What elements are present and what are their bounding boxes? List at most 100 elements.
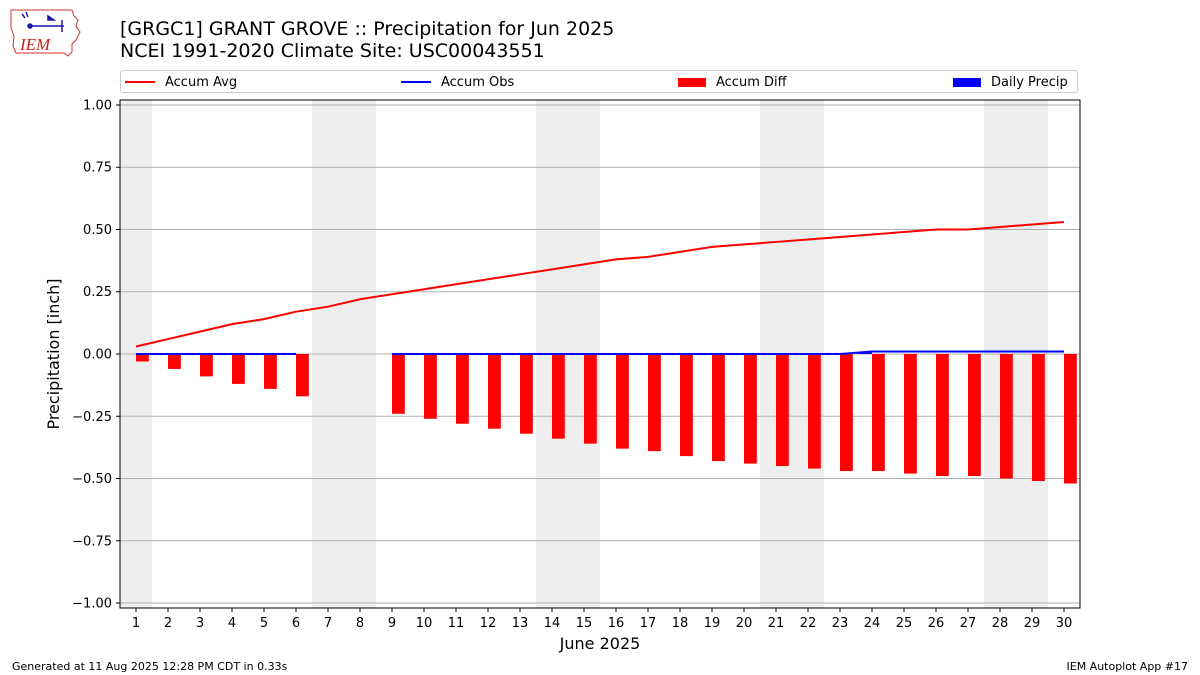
x-tick-label: 27	[960, 616, 977, 631]
accum-diff-bar	[424, 354, 437, 419]
accum-diff-bar	[584, 354, 597, 444]
legend-swatch	[125, 81, 155, 83]
weather-station-icon	[21, 11, 64, 32]
accum-diff-bar	[1032, 354, 1045, 481]
legend-label: Accum Diff	[716, 74, 787, 90]
legend-label: Accum Obs	[441, 74, 515, 90]
legend-swatch	[678, 77, 706, 87]
accum-diff-bar	[200, 354, 213, 377]
generated-note: Generated at 11 Aug 2025 12:28 PM CDT in…	[12, 660, 288, 673]
legend-item-accum-obs: Accum Obs	[401, 74, 514, 90]
x-tick-label: 17	[640, 616, 657, 631]
y-tick-label: 0.75	[83, 161, 112, 176]
weekend-shade	[760, 100, 792, 608]
daily-precip-bar	[859, 351, 872, 354]
accum-diff-bar	[872, 354, 885, 472]
accum-diff-bar	[616, 354, 629, 449]
legend-item-daily-precip: Daily Precip	[953, 74, 1068, 90]
accum-avg-line	[135, 221, 1065, 348]
iowa-outline-icon	[10, 9, 81, 57]
x-tick-label: 16	[608, 616, 625, 631]
accum-diff-bar	[552, 354, 565, 439]
x-tick-label: 8	[356, 616, 364, 631]
x-tick-label: 6	[292, 616, 300, 631]
y-tick-label: −0.25	[72, 410, 112, 425]
weekend-shade	[120, 100, 152, 608]
accum-diff-bar	[648, 354, 661, 452]
weekend-shade	[536, 100, 568, 608]
x-axis-label: June 2025	[559, 634, 641, 653]
legend-swatch	[401, 81, 431, 83]
accum-diff-bar	[712, 354, 725, 462]
x-tick-label: 3	[196, 616, 204, 631]
accum-diff-bar	[968, 354, 981, 477]
x-tick-label: 29	[1024, 616, 1041, 631]
x-tick-label: 15	[576, 616, 593, 631]
accum-diff-bar	[264, 354, 277, 389]
y-axis-label: Precipitation [inch]	[44, 278, 63, 429]
accum-diff-bar	[904, 354, 917, 474]
accum-diff-bar	[680, 354, 693, 457]
accum-diff-bar	[840, 354, 853, 472]
accum-diff-bar	[744, 354, 757, 464]
accum-obs-line	[392, 350, 1064, 355]
accum-diff-bar	[1000, 354, 1013, 479]
legend-item-accum-avg: Accum Avg	[125, 74, 237, 90]
legend-swatch	[953, 77, 981, 87]
chart-subtitle: NCEI 1991-2020 Climate Site: USC00043551	[120, 40, 545, 62]
accum-diff-bar	[520, 354, 533, 434]
legend-label: Accum Avg	[165, 74, 238, 90]
x-tick-label: 13	[512, 616, 529, 631]
x-tick-label: 14	[544, 616, 561, 631]
iem-logo: IEM	[10, 9, 81, 57]
accum-diff-bar	[232, 354, 245, 384]
y-tick-label: 1.00	[83, 98, 112, 113]
x-tick-label: 9	[388, 616, 396, 631]
weekend-shade	[568, 100, 600, 608]
logo-text: IEM	[19, 35, 51, 54]
accum-diff-bar	[136, 354, 149, 362]
plot-frame	[119, 99, 1081, 609]
x-tick-label: 12	[480, 616, 497, 631]
x-tick-label: 2	[164, 616, 172, 631]
legend-label: Daily Precip	[991, 74, 1068, 90]
y-tick-label: −0.75	[72, 534, 112, 549]
accum-diff-bar	[776, 354, 789, 467]
x-tick-label: 18	[672, 616, 689, 631]
x-tick-label: 24	[864, 616, 881, 631]
chart-title: [GRGC1] GRANT GROVE :: Precipitation for…	[120, 18, 615, 40]
x-tick-label: 28	[992, 616, 1009, 631]
y-tick-label: 0.25	[83, 285, 112, 300]
accum-diff-bar	[456, 354, 469, 424]
accum-diff-bar	[808, 354, 821, 469]
x-tick-label: 1	[132, 616, 140, 631]
x-tick-label: 22	[800, 616, 817, 631]
legend: Accum Avg Accum Obs Accum Diff Daily Pre…	[120, 70, 1078, 93]
weekend-shade	[984, 100, 1016, 608]
x-tick-label: 23	[832, 616, 849, 631]
x-tick-label: 7	[324, 616, 332, 631]
y-tick-label: 0.50	[83, 223, 112, 238]
x-tick-label: 21	[768, 616, 785, 631]
x-tick-label: 5	[260, 616, 268, 631]
accum-diff-bar	[1064, 354, 1077, 484]
x-tick-label: 26	[928, 616, 945, 631]
accum-diff-bar	[936, 354, 949, 477]
app-credit: IEM Autoplot App #17	[1066, 660, 1189, 673]
x-tick-label: 19	[704, 616, 721, 631]
accum-diff-bar	[168, 354, 181, 369]
weekend-shade	[312, 100, 344, 608]
weekend-shade	[344, 100, 376, 608]
x-tick-label: 4	[228, 616, 236, 631]
legend-item-accum-diff: Accum Diff	[678, 74, 787, 90]
x-tick-label: 20	[736, 616, 753, 631]
x-tick-label: 25	[896, 616, 913, 631]
weekend-shade	[792, 100, 824, 608]
x-tick-label: 30	[1056, 616, 1073, 631]
accum-diff-bar	[488, 354, 501, 429]
x-tick-label: 10	[416, 616, 433, 631]
weekend-shade	[1016, 100, 1048, 608]
x-tick-label: 11	[448, 616, 465, 631]
accum-diff-bar	[392, 354, 405, 414]
